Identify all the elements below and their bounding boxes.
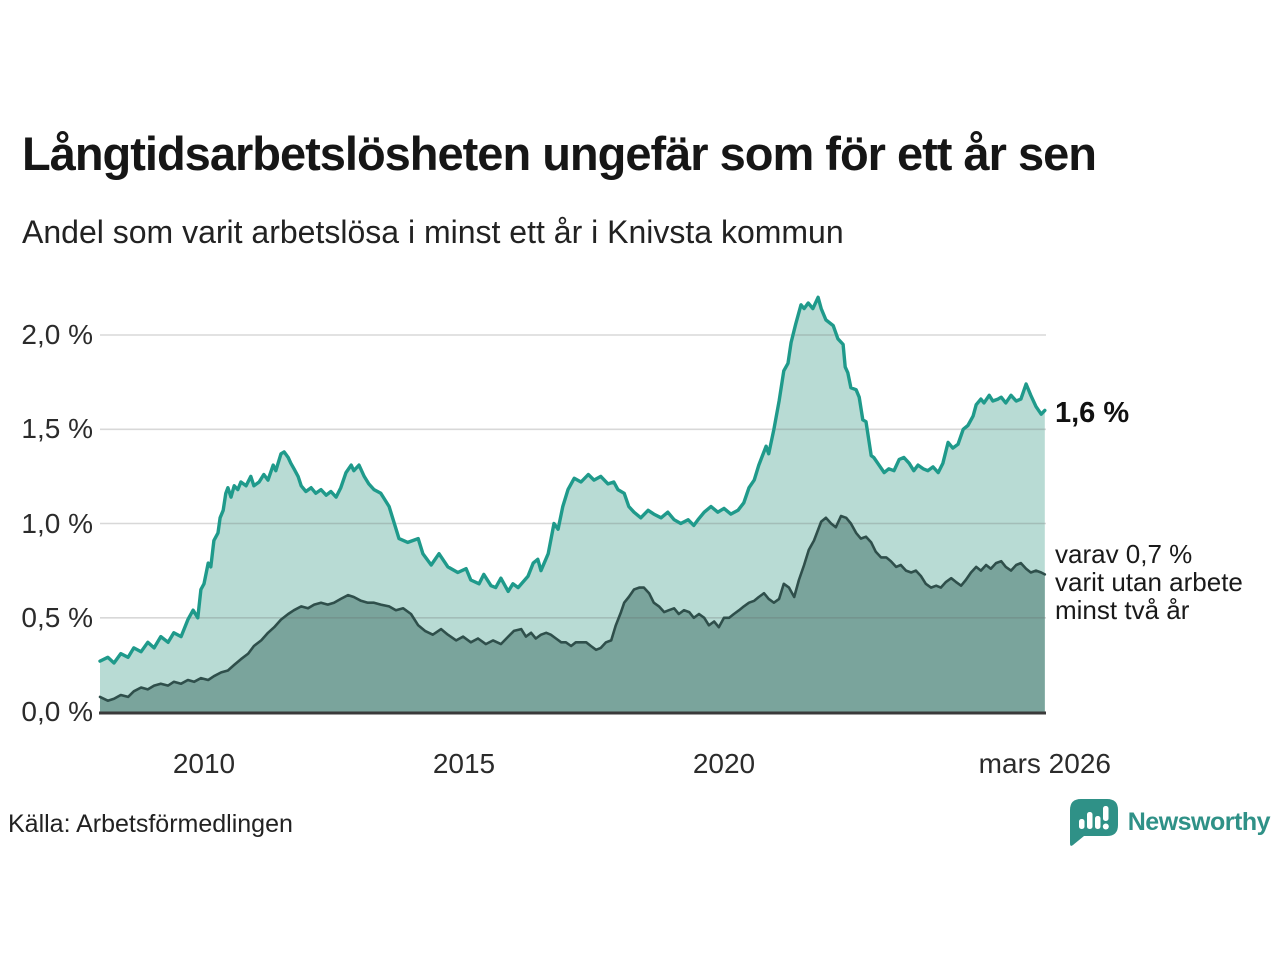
series2-annotation: varav 0,7 % varit utan arbete minst två … [1055,540,1243,624]
source-credit: Källa: Arbetsförmedlingen [8,810,293,838]
page-title: Långtidsarbetslösheten ungefär som för e… [22,127,1097,180]
brand-logo: Newsworthy [1069,798,1271,846]
series2-annotation-line2: varit utan arbete [1055,567,1243,597]
y-tick-label: 0,0 % [21,696,93,727]
y-tick-label: 2,0 % [21,319,93,350]
area-series-2 [100,516,1045,712]
x-tick-label: 2015 [432,748,496,779]
y-tick-label: 1,5 % [21,413,93,445]
page-subtitle: Andel som varit arbetslösa i minst ett å… [22,214,844,250]
y-tick-label: 1,0 % [21,507,93,539]
newsworthy-speech-bubble-icon [1069,799,1118,846]
series1-end-value-label: 1,6 % [1055,397,1130,429]
y-tick-label: 0,5 % [21,601,93,633]
x-tick-label: 2020 [692,748,756,779]
x-tick-label: mars 2026 [978,748,1111,779]
series2-annotation-line3: minst två år [1055,595,1190,625]
series2-annotation-line1: varav 0,7 % [1055,539,1193,569]
line-series-1 [98,295,1047,665]
line-series-2 [98,514,1047,702]
brand-wordmark: Newsworthy [1127,807,1271,836]
x-tick-label: 2010 [172,748,236,779]
